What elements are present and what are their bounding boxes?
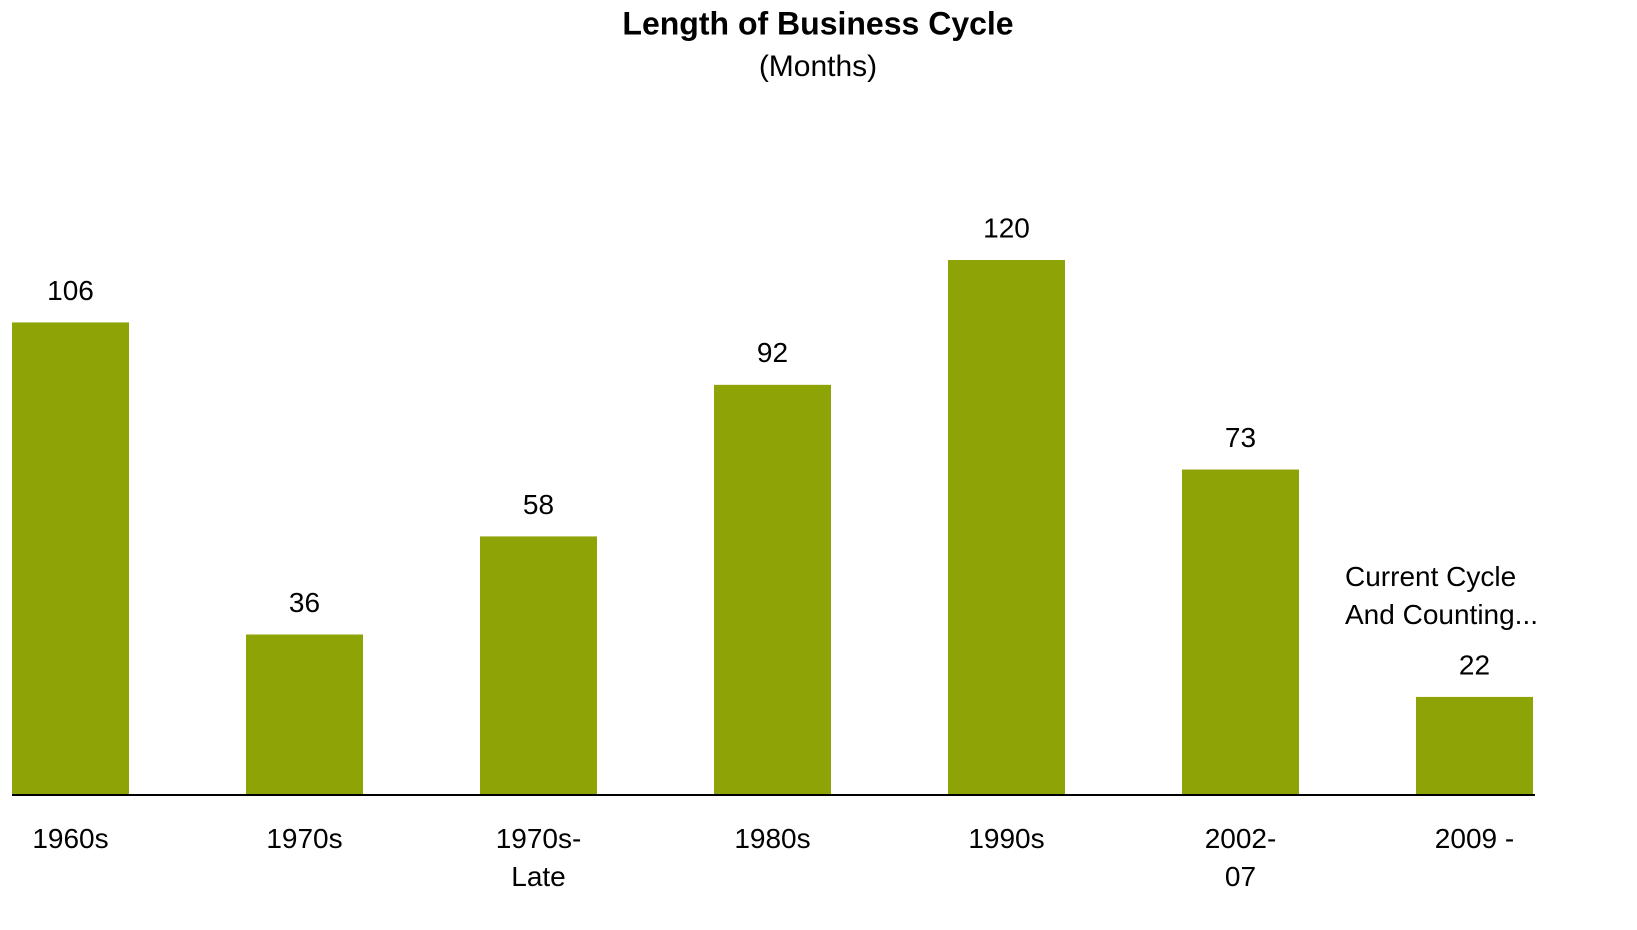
bar (1416, 696, 1533, 795)
bar (948, 260, 1065, 795)
bar (12, 322, 129, 795)
value-label: 92 (757, 337, 788, 368)
bar (714, 384, 831, 795)
x-tick-label: 1980s (734, 823, 811, 854)
chart-subtitle: (Months) (759, 50, 877, 83)
x-tick-label: 2002- 07 (1204, 823, 1277, 892)
x-tick-label: 1970s (266, 823, 343, 854)
annotation: Current Cycle And Counting... (1345, 561, 1539, 630)
value-label: 73 (1225, 422, 1256, 453)
value-label: 36 (289, 587, 320, 618)
x-tick-label: 2009 - (1434, 823, 1515, 854)
x-tick-label: 1970s- Late (495, 823, 582, 892)
bar (1182, 469, 1299, 795)
x-tick-label: 1960s (32, 823, 109, 854)
value-label: 106 (47, 275, 94, 306)
chart-title: Length of Business Cycle (622, 5, 1013, 41)
bar (246, 634, 363, 795)
bar (480, 536, 597, 795)
value-label: 58 (523, 489, 554, 520)
x-tick-label: 1990s (968, 823, 1045, 854)
value-label: 120 (983, 212, 1030, 243)
value-label: 22 (1459, 649, 1490, 680)
